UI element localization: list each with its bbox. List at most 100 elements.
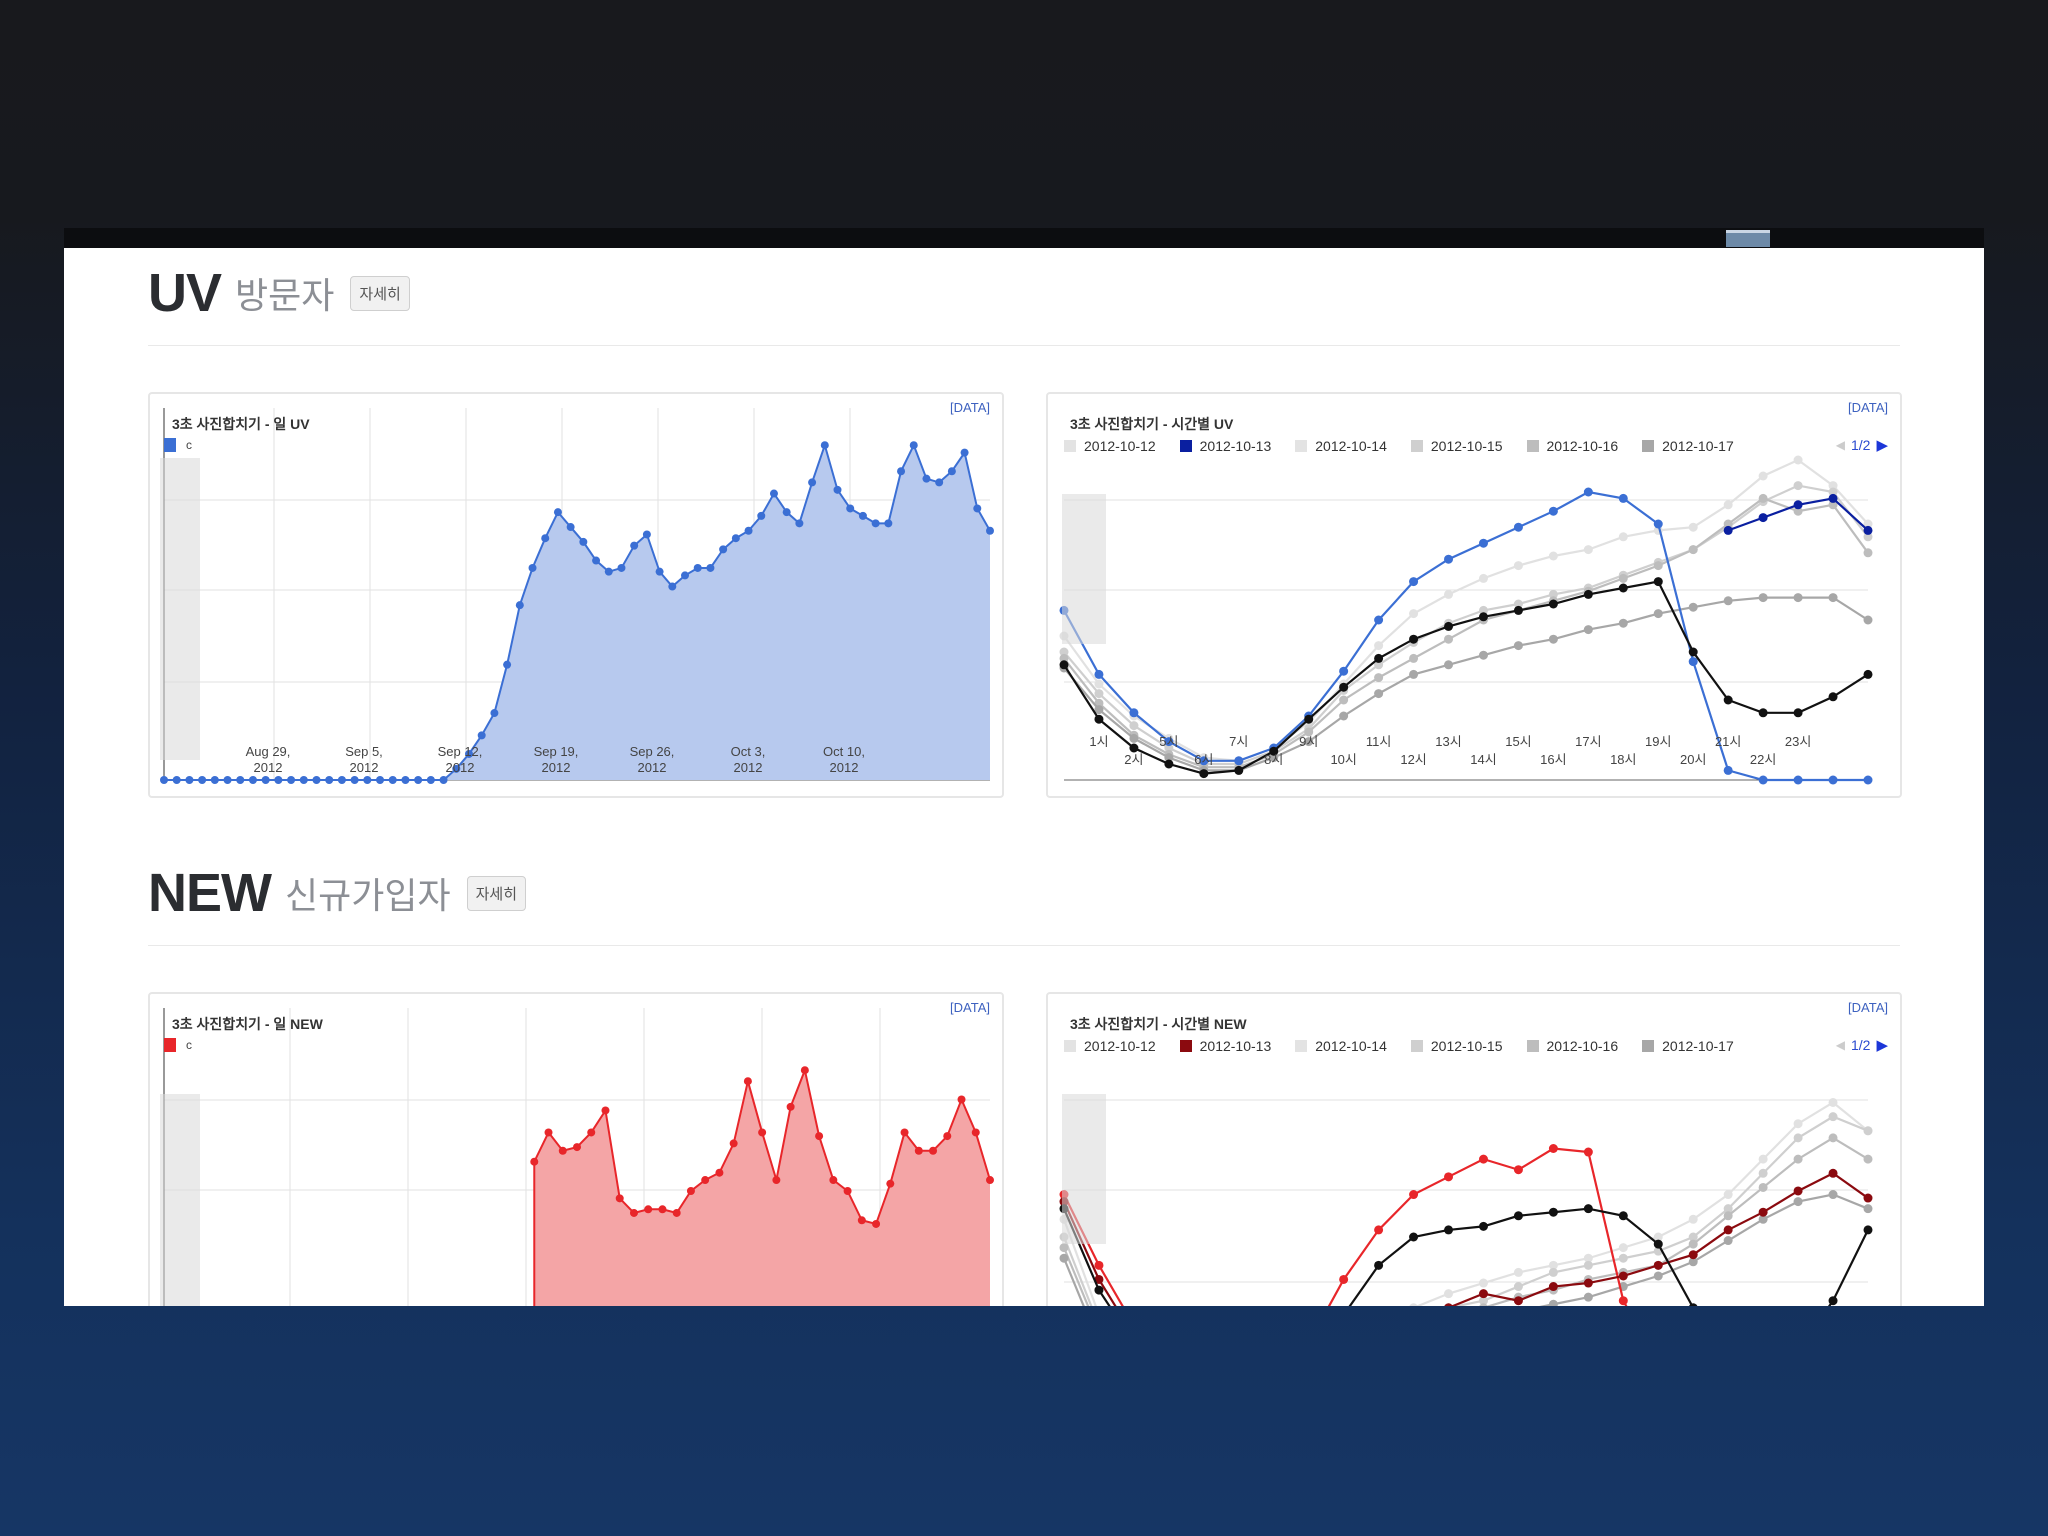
data-point [1618, 1253, 1628, 1263]
data-point [772, 1176, 781, 1185]
new-hourly-data-link[interactable]: [DATA] [1848, 1000, 1888, 1015]
uv-detail-button[interactable]: 자세히 [350, 275, 410, 311]
uv-hourly-legend-item[interactable]: 2012-10-16 [1526, 438, 1618, 454]
legend-swatch [1526, 440, 1539, 452]
data-point [1513, 1267, 1523, 1277]
data-point [1409, 669, 1419, 679]
uv-hourly-data-link[interactable]: [DATA] [1848, 400, 1888, 415]
data-point [1863, 615, 1873, 625]
data-point [544, 1128, 553, 1137]
data-point [1793, 500, 1803, 510]
data-point [1164, 743, 1174, 753]
pager-prev-icon[interactable]: ◀ [1835, 438, 1845, 452]
data-point [1653, 1239, 1663, 1249]
data-point [299, 776, 308, 784]
data-point [1793, 1119, 1803, 1129]
data-point [1618, 493, 1628, 503]
data-point [287, 776, 296, 784]
x-tick-label: 14시 [1470, 752, 1496, 767]
data-point [1548, 599, 1558, 609]
legend-swatch [1064, 1040, 1076, 1052]
data-point [1723, 525, 1733, 535]
data-point [1793, 1197, 1803, 1207]
data-point [1723, 596, 1733, 606]
data-point [528, 563, 537, 572]
data-point [1723, 1225, 1733, 1235]
data-point [1688, 647, 1698, 657]
uv-section-header: UV 방문자 자세히 [148, 262, 410, 324]
data-point [1234, 756, 1244, 766]
data-point [312, 776, 321, 784]
series-line [1063, 484, 1869, 766]
legend-label: 2012-10-13 [1199, 1038, 1272, 1054]
pager-prev-icon[interactable]: ◀ [1835, 1038, 1845, 1052]
legend-swatch [1179, 1040, 1192, 1052]
data-point [795, 519, 804, 528]
uv-hourly-legend-item[interactable]: 2012-10-17 [1642, 438, 1734, 454]
uv-daily-legend-swatch [164, 438, 176, 452]
data-point [986, 1176, 994, 1185]
new-detail-button[interactable]: 자세히 [466, 875, 526, 911]
data-point [1094, 714, 1104, 724]
data-point [843, 1187, 852, 1195]
data-point [1583, 545, 1593, 555]
data-point [1513, 522, 1523, 532]
legend-swatch [1179, 440, 1192, 452]
data-point [1688, 1239, 1698, 1249]
x-tick-label: Sep 26, [630, 744, 675, 759]
data-point [515, 601, 524, 610]
x-tick-label: 6시 [1194, 752, 1213, 767]
pager-next-icon[interactable]: ▶ [1876, 1037, 1888, 1054]
new-hourly-legend-item[interactable]: 2012-10-16 [1526, 1038, 1618, 1054]
x-tick-label: 2012 [638, 760, 667, 775]
data-point [782, 508, 791, 517]
data-point [1653, 609, 1663, 619]
data-point [935, 478, 944, 487]
data-point [1374, 615, 1384, 625]
data-point [274, 776, 283, 784]
series-line [1062, 1193, 1869, 1306]
data-point [1583, 589, 1593, 599]
series-line [1063, 458, 1869, 762]
data-point [1094, 1285, 1104, 1295]
data-point [1374, 653, 1384, 663]
data-point [943, 1132, 952, 1141]
data-point [1094, 689, 1104, 699]
uv-hourly-chart-title: 3초 사진합치기 - 시간별 UV [1070, 416, 1234, 432]
uv-hourly-legend-item[interactable]: 2012-10-14 [1295, 438, 1387, 454]
data-point [1269, 753, 1279, 763]
data-point [617, 563, 626, 572]
new-hourly-legend-item[interactable]: 2012-10-15 [1410, 1038, 1503, 1054]
new-hourly-legend-item[interactable]: 2012-10-14 [1295, 1038, 1387, 1054]
data-point [1444, 1303, 1453, 1306]
data-point [490, 709, 499, 718]
uv-hourly-legend-item[interactable]: 2012-10-13 [1179, 438, 1271, 454]
new-hourly-legend-item[interactable]: 2012-10-12 [1064, 1038, 1156, 1054]
data-point [1618, 1271, 1628, 1281]
uv-hourly-legend-item[interactable]: 2012-10-12 [1064, 438, 1156, 454]
new-daily-data-link[interactable]: [DATA] [950, 1000, 990, 1015]
x-tick-label: 22시 [1750, 752, 1776, 767]
uv-section-title: UV [148, 263, 222, 323]
series-line [1062, 1115, 1869, 1306]
x-tick-label: Oct 3, [731, 744, 766, 759]
new-hourly-legend-item[interactable]: 2012-10-13 [1179, 1038, 1272, 1054]
data-point [758, 1128, 767, 1137]
pager-next-icon[interactable]: ▶ [1876, 437, 1888, 454]
data-point [464, 749, 473, 758]
data-point [1059, 1243, 1069, 1253]
data-point [1758, 1182, 1768, 1192]
new-hourly-chart-panel: [DATA] 3초 사진합치기 - 시간별 NEW 2012-10-12 201… [1046, 992, 1902, 1306]
data-point [1828, 493, 1838, 503]
data-point [1863, 1204, 1873, 1214]
uv-daily-data-link[interactable]: [DATA] [950, 400, 990, 415]
data-point [1094, 669, 1104, 679]
uv-hourly-legend-item[interactable]: 2012-10-15 [1410, 438, 1503, 454]
data-point [715, 1168, 724, 1177]
data-point [1548, 589, 1558, 599]
new-hourly-legend-item[interactable]: 2012-10-17 [1642, 1038, 1734, 1054]
x-tick-label: 17시 [1575, 734, 1601, 749]
data-point [337, 776, 346, 784]
data-point [1374, 689, 1384, 699]
data-point [1758, 471, 1768, 481]
